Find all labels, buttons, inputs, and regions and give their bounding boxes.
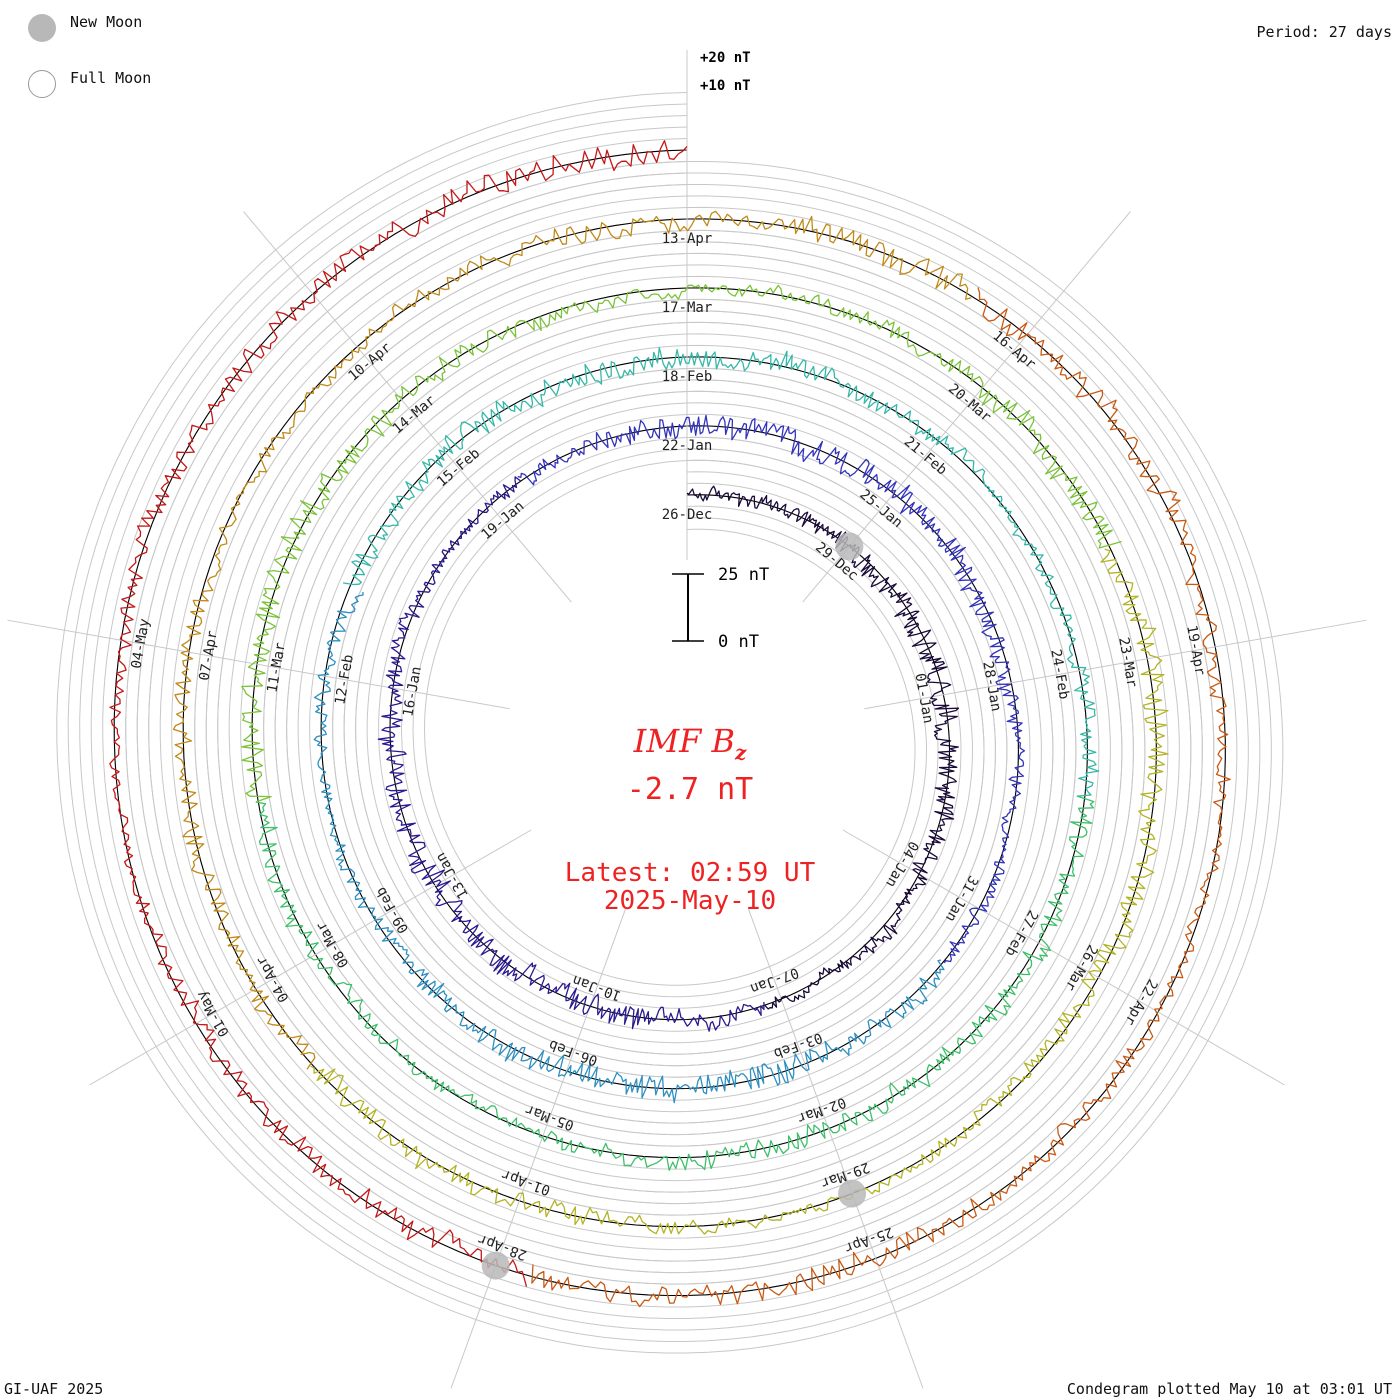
parameter-subscript: z: [734, 740, 747, 765]
radial-spoke: [864, 619, 1367, 710]
date-label: 17-Mar: [662, 300, 713, 316]
credit-label: GI-UAF 2025: [4, 1380, 104, 1398]
period-label: Period: 27 days: [1256, 23, 1392, 41]
latest-time: Latest: 02:59 UT: [564, 858, 816, 888]
latest-date: 2025-May-10: [603, 886, 777, 916]
grid-spiral: [90, 126, 1249, 1319]
grid-spiral: [102, 138, 1238, 1308]
bz-trace-segment: [531, 287, 1231, 1308]
date-label: 28-Jan: [979, 660, 1004, 713]
grid-spiral: [79, 115, 1261, 1331]
bz-trace-segment: [172, 210, 972, 1070]
date-label: 24-Feb: [1047, 648, 1072, 701]
date-label: 10-Apr: [345, 340, 394, 385]
bz-trace-segment: [310, 548, 1169, 1235]
bz-trace-segment: [686, 485, 960, 1010]
bz-trace-segment: [377, 476, 765, 1032]
parameter-title: IMF Bz: [560, 722, 820, 764]
scale-bar: 25 nT 0 nT: [672, 565, 769, 652]
date-label: 07-Jan: [748, 964, 801, 996]
zero-reference-spiral: [113, 149, 1226, 1297]
grid-spiral: [56, 92, 1284, 1354]
date-label: 26-Dec: [662, 507, 713, 523]
new-moon-marker: [838, 1179, 867, 1208]
moon-layer: [481, 532, 867, 1280]
full-moon-label: Full Moon: [70, 69, 152, 87]
reference-level-label: +10 nT: [700, 78, 751, 94]
date-label: 18-Feb: [662, 369, 713, 385]
bz-trace-segment: [255, 795, 1095, 1171]
date-label: 25-Jan: [856, 487, 905, 532]
date-label: 22-Jan: [662, 438, 713, 454]
date-label: 02-Mar: [795, 1094, 848, 1126]
scale-bar-top-label: 25 nT: [718, 565, 769, 585]
date-label: 04-Apr: [253, 953, 292, 1005]
bz-trace-segment: [342, 347, 1100, 797]
new-moon-marker: [835, 532, 864, 561]
date-label: 01-Apr: [500, 1166, 553, 1198]
date-label: 19-Apr: [1183, 624, 1208, 677]
radial-spoke: [748, 908, 924, 1389]
date-label: 06-Feb: [547, 1036, 600, 1068]
date-label: 15-Feb: [434, 445, 483, 490]
current-value: -2.7 nT: [626, 772, 754, 807]
date-label: 25-Apr: [842, 1223, 895, 1255]
radial-spoke: [450, 908, 626, 1389]
date-label: 11-Mar: [264, 641, 289, 694]
date-label: 03-Feb: [771, 1029, 824, 1061]
date-label: 05-Mar: [523, 1101, 576, 1133]
new-moon-icon: [28, 14, 56, 42]
date-label: 16-Apr: [989, 328, 1038, 373]
date-label: 13-Apr: [662, 231, 713, 247]
date-label: 04-May: [129, 617, 154, 670]
date-label: 10-Jan: [570, 971, 623, 1003]
grid-spiral: [67, 103, 1272, 1342]
data-layer: [109, 140, 1231, 1308]
date-label: 16-Jan: [400, 665, 425, 718]
date-label: 23-Mar: [1115, 636, 1140, 689]
scale-bar-bottom-label: 0 nT: [718, 632, 759, 652]
plotted-timestamp: Condegram plotted May 10 at 03:01 UT: [1066, 1380, 1392, 1398]
bz-trace-segment: [313, 591, 945, 1104]
new-moon-label: New Moon: [70, 13, 143, 31]
full-moon-icon: [28, 70, 56, 98]
date-label: 20-Mar: [945, 381, 994, 426]
parameter-name: IMF B: [633, 722, 735, 760]
new-moon-marker: [481, 1251, 510, 1280]
bz-trace-segment: [109, 140, 688, 1287]
grid-layer: [7, 50, 1367, 1389]
bz-trace-segment: [517, 414, 1026, 964]
radial-spoke: [7, 619, 510, 710]
date-label: 07-Apr: [196, 629, 221, 682]
radial-spoke: [243, 211, 572, 603]
date-label: 09-Feb: [373, 884, 412, 936]
date-label: 12-Feb: [332, 653, 357, 706]
date-label: 01-Jan: [911, 672, 936, 725]
reference-level-label: +20 nT: [700, 50, 751, 66]
bz-trace-segment: [241, 284, 1122, 803]
label-layer: 26-Dec29-Dec01-Jan04-Jan07-Jan10-Jan13-J…: [129, 50, 1208, 1263]
